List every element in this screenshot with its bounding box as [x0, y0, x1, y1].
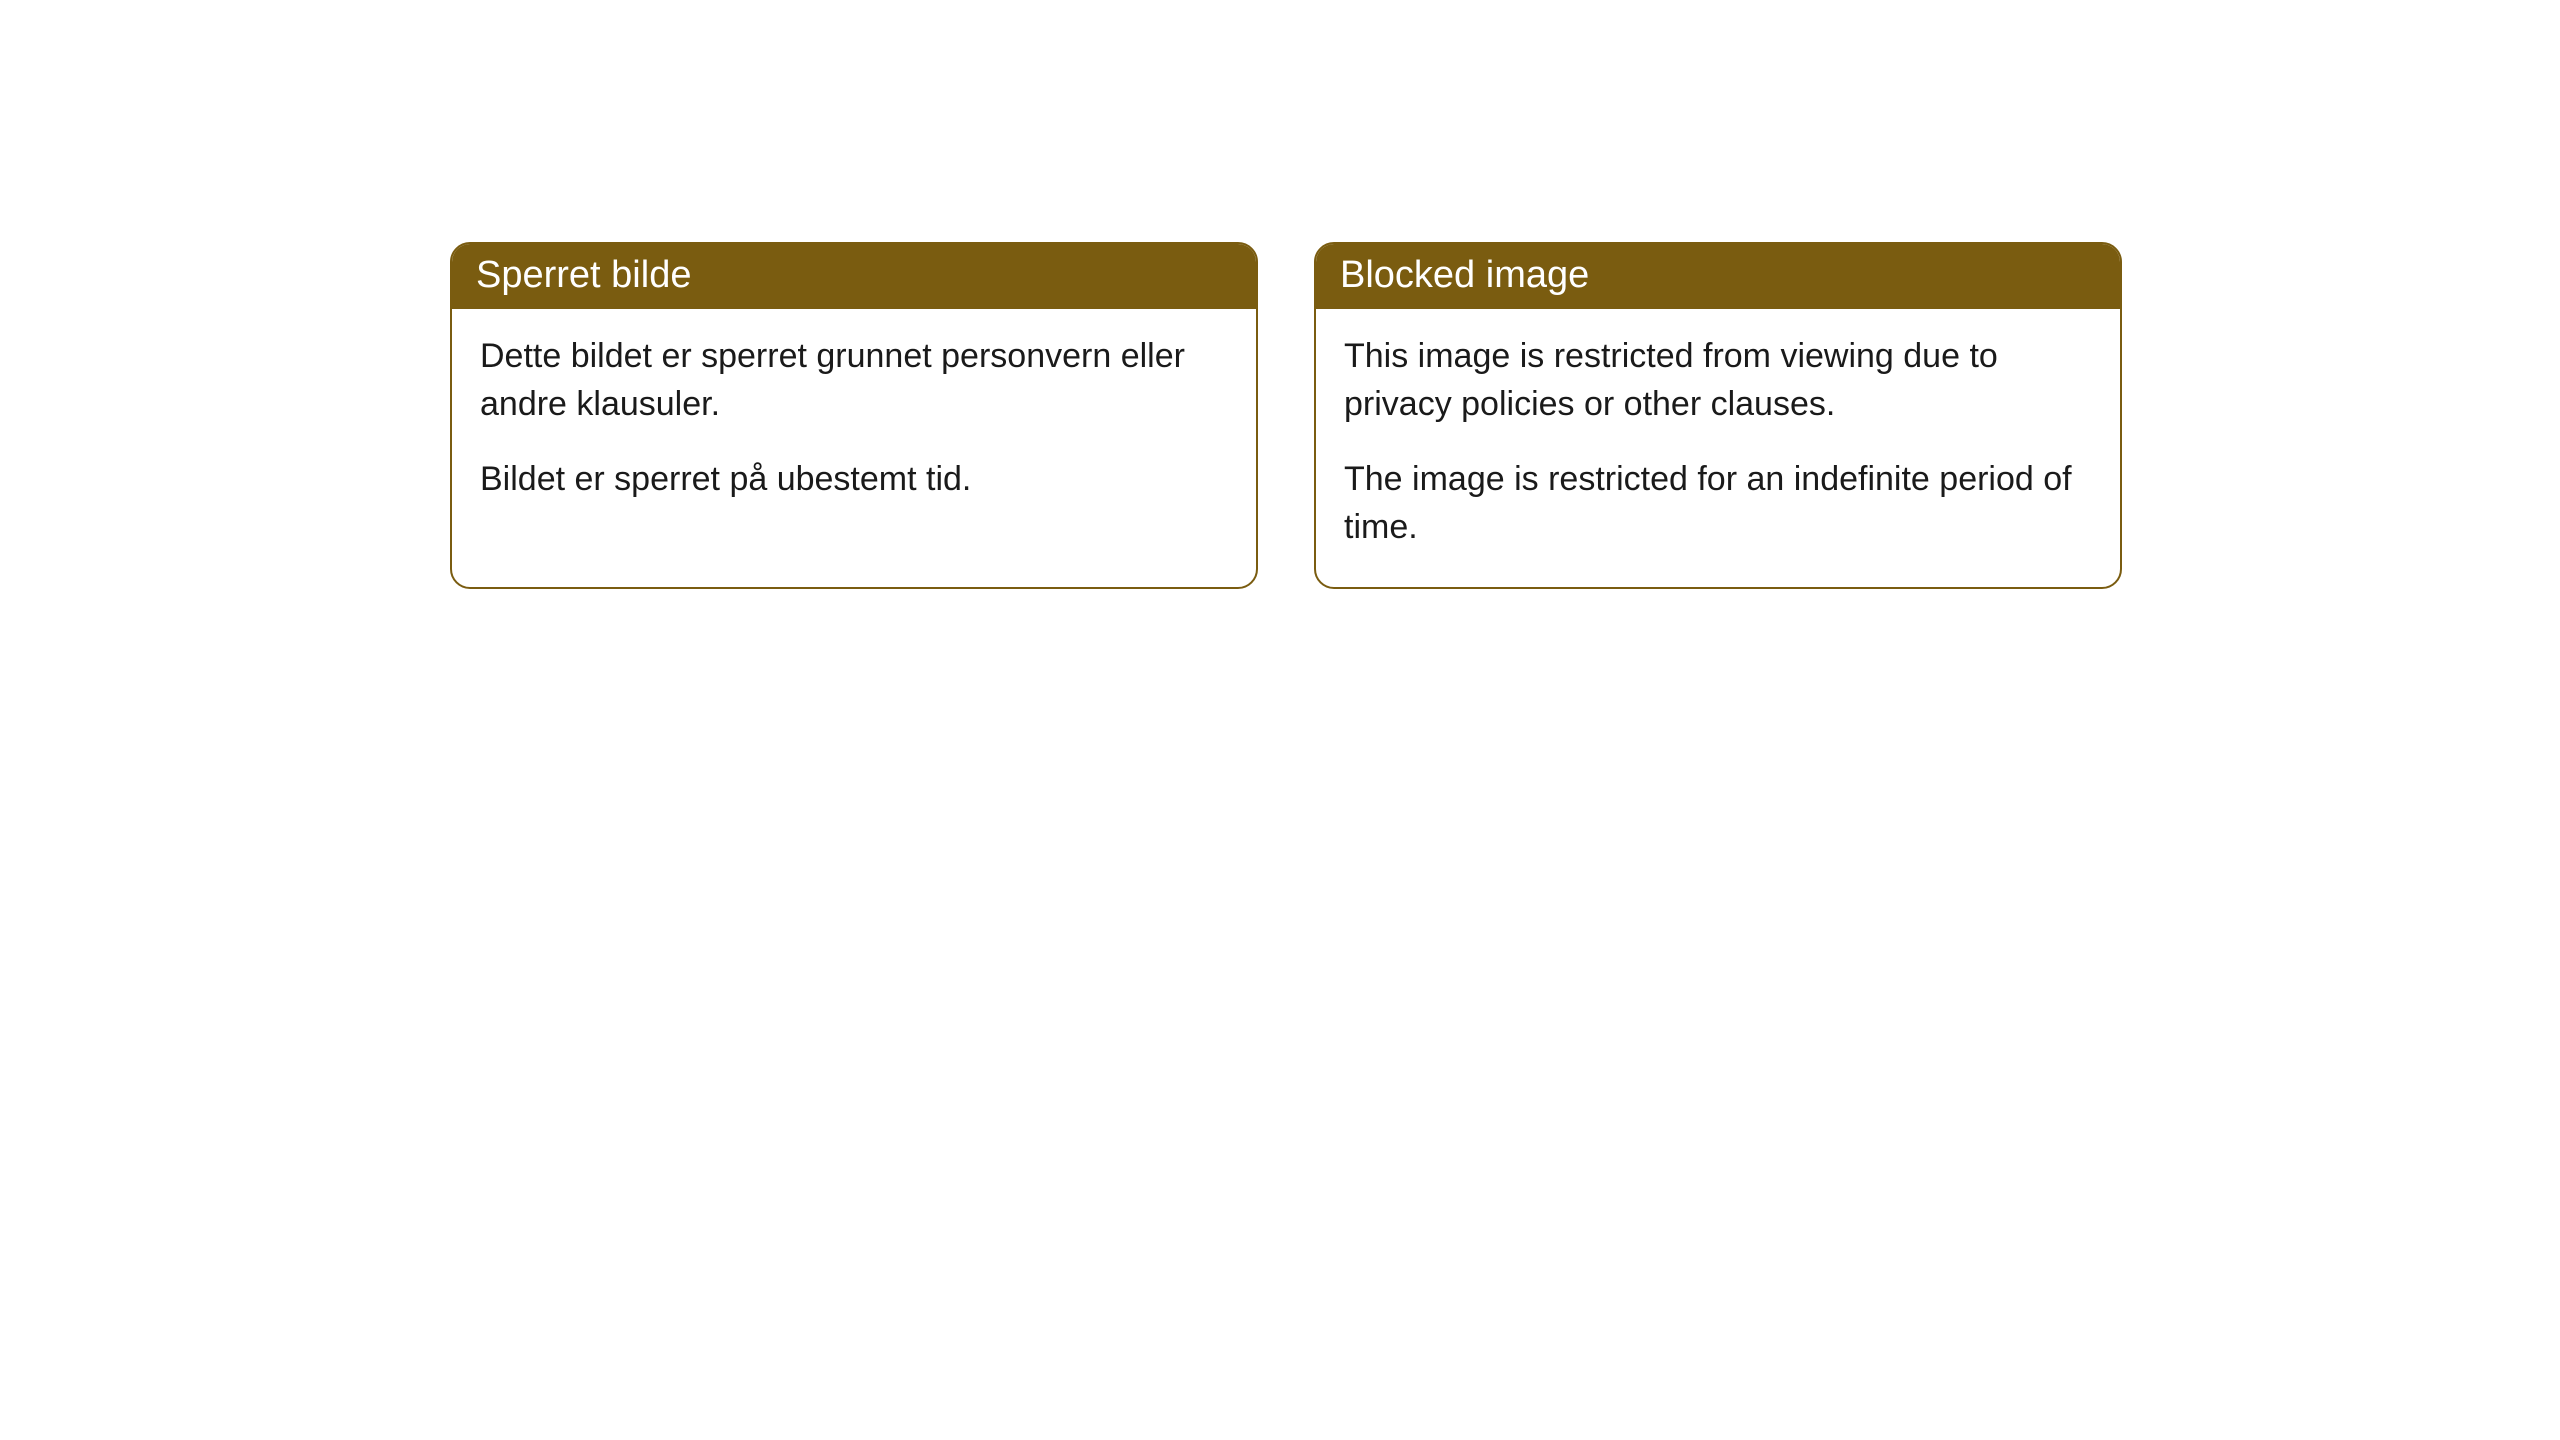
card-header-english: Blocked image — [1316, 244, 2120, 309]
card-text-norwegian-1: Dette bildet er sperret grunnet personve… — [480, 333, 1228, 428]
card-text-english-2: The image is restricted for an indefinit… — [1344, 456, 2092, 551]
blocked-image-card-norwegian: Sperret bilde Dette bildet er sperret gr… — [450, 242, 1258, 589]
card-body-norwegian: Dette bildet er sperret grunnet personve… — [452, 309, 1256, 540]
card-text-norwegian-2: Bildet er sperret på ubestemt tid. — [480, 456, 1228, 504]
notice-cards-container: Sperret bilde Dette bildet er sperret gr… — [0, 0, 2560, 589]
blocked-image-card-english: Blocked image This image is restricted f… — [1314, 242, 2122, 589]
card-text-english-1: This image is restricted from viewing du… — [1344, 333, 2092, 428]
card-body-english: This image is restricted from viewing du… — [1316, 309, 2120, 587]
card-header-norwegian: Sperret bilde — [452, 244, 1256, 309]
